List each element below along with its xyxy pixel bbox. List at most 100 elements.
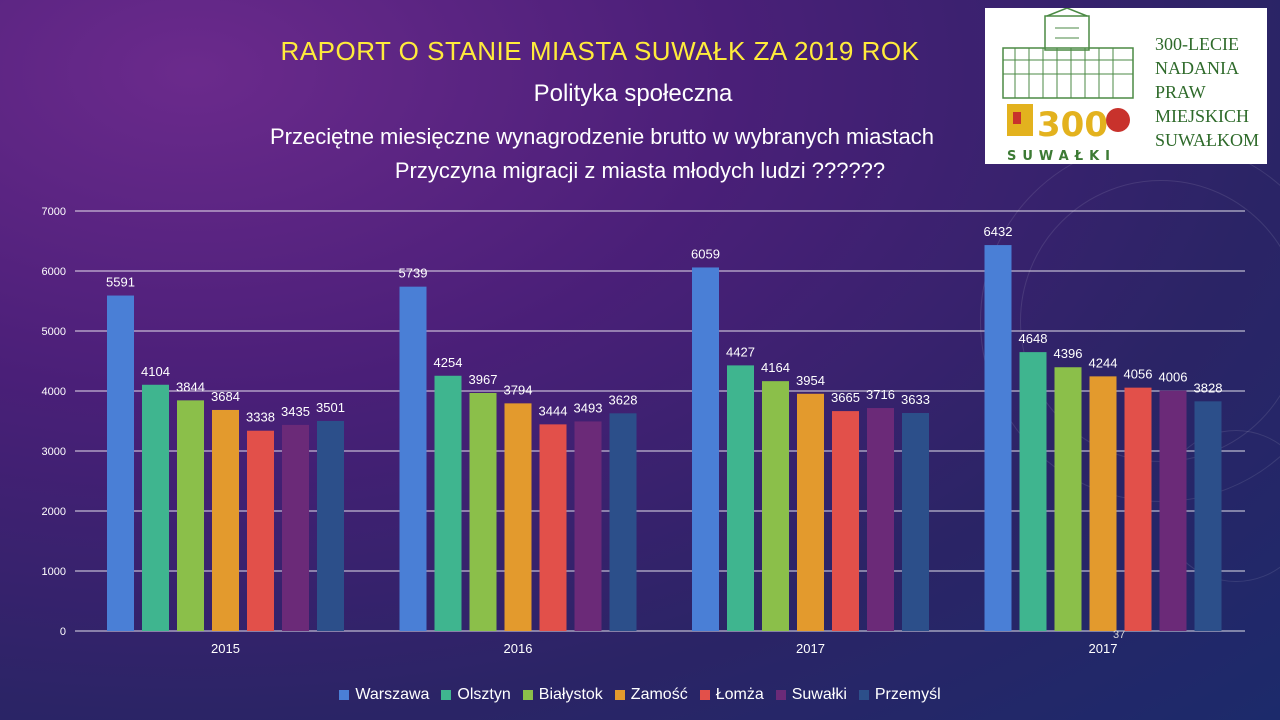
bar (609, 413, 637, 631)
data-label: 3435 (281, 404, 310, 419)
town-hall-emblem: 300 SUWAŁKI (1002, 8, 1134, 164)
logo-line: PRAW (1155, 82, 1206, 102)
legend-item: Przemyśl (858, 686, 941, 704)
legend-item: Zamość (614, 686, 688, 704)
x-tick-label: 2017 (796, 641, 825, 656)
data-label: 3493 (574, 400, 603, 415)
legend-swatch (699, 689, 710, 700)
data-label: 3954 (796, 373, 825, 388)
x-tick-label: 2016 (504, 641, 533, 656)
slide-title: RAPORT O STANIE MIASTA SUWAŁK ZA 2019 RO… (280, 36, 920, 66)
data-label: 6059 (691, 246, 720, 261)
chart-question: Przyczyna migracji z miasta młodych ludz… (394, 158, 886, 183)
bar (317, 420, 344, 631)
legend-item: Łomża (699, 686, 764, 704)
legend-swatch (441, 689, 452, 700)
y-tick-label: 6000 (42, 266, 66, 278)
legend-item: Warszawa (339, 686, 429, 704)
y-tick-label: 2000 (42, 506, 66, 518)
y-tick-label: 4000 (42, 386, 66, 398)
legend-swatch (614, 689, 625, 700)
legend-label: Olsztyn (457, 686, 511, 703)
legend-swatch (775, 689, 786, 700)
bar (142, 384, 169, 631)
legend-label: Zamość (630, 686, 688, 703)
bar (832, 411, 859, 631)
bar (177, 400, 204, 631)
data-label: 4244 (1089, 355, 1118, 370)
legend-label: Łomża (715, 686, 764, 703)
data-label: 3794 (504, 382, 533, 397)
bar (282, 424, 309, 631)
legend-swatch (522, 689, 533, 700)
x-tick-label: 2017 (1089, 641, 1118, 656)
data-label: 4006 (1159, 370, 1188, 385)
legend-swatch (339, 689, 350, 700)
data-label: 3633 (901, 392, 930, 407)
data-label: 3844 (176, 379, 205, 394)
data-label: 4164 (761, 360, 790, 375)
chart-legend: Warszawa Olsztyn Białystok Zamość Łomża Suwał… (0, 686, 1280, 704)
legend-label: Białystok (538, 686, 603, 703)
bar (692, 267, 719, 631)
data-label: 3967 (469, 372, 498, 387)
legend-item: Suwałki (775, 686, 847, 704)
y-tick-label: 1000 (42, 566, 66, 578)
legend-label: Warszawa (355, 686, 430, 703)
bar (1019, 352, 1047, 631)
data-label: 6432 (984, 224, 1013, 239)
slide-subtitle: Polityka społeczna (533, 80, 733, 107)
logo-line: SUWAŁKOM (1155, 130, 1260, 150)
bar (247, 430, 274, 631)
data-label: 3828 (1194, 380, 1223, 395)
anniversary-logo: 300 SUWAŁKI 300-LECIE NADANIA PRAW MIEJS… (985, 8, 1267, 164)
y-tick-label: 0 (60, 626, 66, 638)
salary-bar-chart: 0 1000 2000 3000 4000 5000 6000 7000 5591 4104 384… (42, 206, 1245, 656)
data-label: 4254 (434, 355, 463, 370)
data-label: 5591 (106, 275, 135, 290)
emblem-300-text: 300 (1037, 105, 1108, 145)
data-label: 3628 (609, 392, 638, 407)
bar (1054, 367, 1082, 631)
bar (1089, 376, 1117, 631)
data-label: 3501 (316, 400, 345, 415)
bar (902, 413, 929, 631)
x-tick-label: 2015 (211, 641, 240, 656)
page-number: 37 (1113, 629, 1126, 641)
data-label: 4396 (1054, 346, 1083, 361)
bar (469, 392, 497, 631)
bar (504, 403, 532, 631)
data-label: 4104 (141, 364, 170, 379)
bar (867, 408, 894, 631)
data-label: 3444 (539, 403, 568, 418)
y-tick-label: 3000 (42, 446, 66, 458)
bar (539, 424, 567, 631)
data-label: 3338 (246, 410, 275, 425)
legend-swatch (858, 689, 869, 700)
chart-caption: Przeciętne miesięczne wynagrodzenie brut… (270, 124, 934, 149)
data-label: 3684 (211, 389, 240, 404)
bar (1159, 390, 1187, 631)
bar (574, 421, 602, 631)
bar (1194, 401, 1222, 631)
legend-label: Przemyśl (874, 686, 941, 703)
bar (762, 381, 789, 631)
bar (1124, 387, 1152, 631)
data-label: 4427 (726, 344, 755, 359)
y-tick-label: 7000 (42, 206, 66, 218)
bar (434, 375, 462, 631)
bar (797, 393, 824, 631)
y-tick-label: 5000 (42, 326, 66, 338)
data-label: 5739 (399, 266, 428, 281)
data-label: 3665 (831, 390, 860, 405)
legend-item: Białystok (522, 686, 603, 704)
data-label: 3716 (866, 387, 895, 402)
emblem-city-text: SUWAŁKI (1007, 149, 1116, 164)
bar (727, 365, 754, 631)
bar (107, 295, 134, 631)
anniversary-text: 300-LECIE NADANIA PRAW MIEJSKICH SUWAŁKO… (1155, 32, 1265, 152)
legend-label: Suwałki (791, 686, 847, 703)
logo-line: NADANIA (1155, 58, 1239, 78)
bar (399, 286, 427, 631)
logo-line: MIEJSKICH (1155, 106, 1250, 126)
